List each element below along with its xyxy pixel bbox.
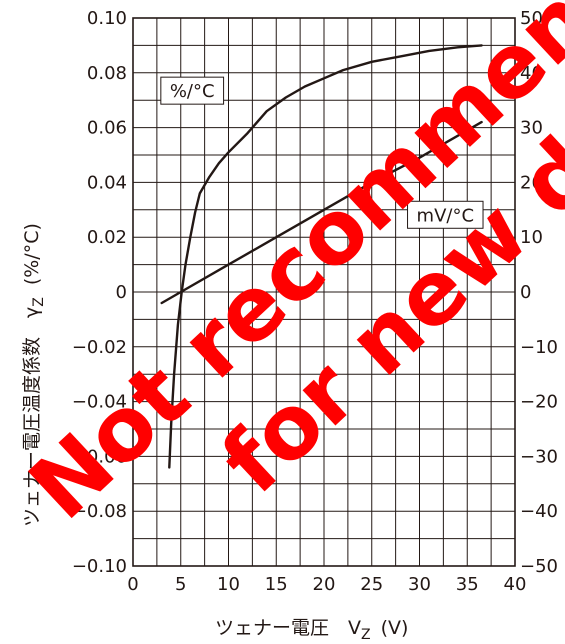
y-left-tick-label: −0.10 [72,556,127,577]
x-tick-label: 0 [127,574,138,595]
y-axis-title-unit: (%/°C) [21,223,43,285]
tick-labels: 0 5 10 15 20 25 30 35 400.100.080.060.040.020−0.… [72,8,558,595]
y-left-tick-label: 0.10 [87,8,127,29]
y-left-tick-label: 0.06 [87,118,127,139]
callout-percent-per-c: %/°C [160,76,225,105]
y-right-tick-label: −30 [520,446,558,467]
x-axis-title-unit: (V) [381,617,409,639]
y-right-tick-label: −20 [520,392,558,413]
y-left-tick-label: −0.08 [72,501,127,522]
series-callouts: %/°C mV/°C [160,76,484,229]
x-axis-title-subscript: Z [361,627,371,643]
y-right-tick-label: 30 [520,118,543,139]
y-left-tick-label: 0 [116,282,127,303]
y-left-tick-label: 0.04 [87,172,127,193]
x-tick-label: 40 [504,574,527,595]
y-axis-title: ツェナー電圧温度係数 γZ (%/°C) [21,223,47,527]
series-lines [160,44,483,469]
callout-mv-per-c-label: mV/°C [417,205,474,226]
y-right-tick-label: −50 [520,556,558,577]
x-tick-label: 20 [313,574,336,595]
y-left-tick-label: 0.08 [87,63,127,84]
y-left-tick-label: 0.02 [87,227,127,248]
x-axis-title: ツェナー電圧 VZ (V) [215,617,408,643]
x-tick-label: 15 [265,574,288,595]
y-right-tick-label: −40 [520,501,558,522]
callout-percent-per-c-box [160,76,225,105]
callout-mv-per-c: mV/°C [407,200,484,229]
callout-percent-per-c-label: %/°C [170,81,215,102]
y-right-tick-label: 20 [520,172,543,193]
series-line-percent-per-c [168,44,483,469]
y-right-tick-label: 40 [520,63,543,84]
grid [133,18,515,566]
plot-frame [132,17,516,567]
y-right-tick-label: −10 [520,337,558,358]
callout-mv-per-c-box [407,200,484,229]
y-right-tick-label: 0 [520,282,531,303]
x-tick-label: 35 [456,574,479,595]
y-left-tick-label: −0.04 [72,392,127,413]
y-axis-title-main: ツェナー電圧温度係数 γ [21,307,43,527]
y-right-tick-label: 50 [520,8,543,29]
x-tick-label: 5 [175,574,186,595]
x-tick-label: 25 [360,574,383,595]
y-axis-title-subscript: Z [31,297,47,307]
y-right-tick-label: 10 [520,227,543,248]
y-left-tick-label: −0.06 [72,446,127,467]
y-left-tick-label: −0.02 [72,337,127,358]
x-tick-label: 10 [217,574,240,595]
watermark: Not recommended for new design [10,0,565,539]
x-axis-title-main: ツェナー電圧 V [215,617,361,639]
x-tick-label: 30 [408,574,431,595]
series-line-mv-per-c [160,120,483,305]
